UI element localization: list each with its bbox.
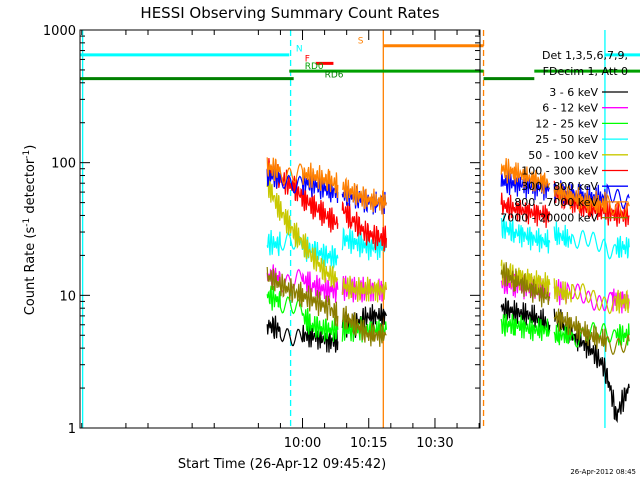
y-axis-label-part: detector — [23, 158, 38, 218]
y-tick-label: 100 — [51, 157, 76, 172]
y-axis-label-part: Count Rate (s — [23, 227, 38, 316]
flag-label-rd6: RD6 — [325, 70, 344, 80]
y-axis-label: Count Rate (s-1 detector-1) — [22, 145, 38, 316]
series-line-5 — [341, 275, 387, 303]
series-line-6 — [341, 200, 387, 252]
legend-label: 100 - 300 keV — [521, 165, 598, 178]
y-axis-label-sup: -1 — [22, 218, 32, 227]
legend-title: Det 1,3,5,6,7,9, — [542, 49, 628, 62]
series-line-9 — [553, 308, 630, 355]
series-line-5 — [553, 278, 630, 315]
y-tick-label: 1 — [68, 422, 76, 437]
series-line-1 — [500, 297, 551, 333]
series-line-5 — [266, 173, 339, 288]
y-tick-label: 10 — [59, 289, 76, 304]
plot-frame — [79, 29, 481, 429]
series-line-3 — [266, 285, 339, 342]
series-line-8 — [500, 158, 551, 195]
x-axis-label: Start Time (26-Apr-12 09:45:42) — [178, 457, 386, 472]
legend-label: 300 - 800 keV — [521, 180, 598, 193]
flag-label-f: F — [305, 54, 310, 64]
legend: Det 1,3,5,6,7,9, FDecim 1, Att 0 3 - 6 k… — [500, 49, 628, 225]
series-layer — [266, 157, 630, 424]
y-axis-label-sup: -1 — [22, 150, 32, 159]
y-tick-label: 1000 — [43, 24, 76, 39]
flag-label-s: S — [358, 37, 364, 47]
series-line-8 — [553, 182, 630, 220]
x-tick-label: 10:00 — [284, 436, 321, 451]
series-line-4 — [341, 226, 387, 261]
y-axis-label-part: ) — [23, 145, 38, 150]
x-tick-label: 10:15 — [350, 436, 387, 451]
chart-title: HESSI Observing Summary Count Rates — [140, 4, 439, 22]
legend-label: 800 - 7000 keV — [514, 196, 598, 209]
legend-label: 6 - 12 keV — [542, 102, 598, 115]
series-line-8 — [266, 157, 339, 199]
series-line-9 — [500, 262, 551, 308]
series-line-4 — [553, 221, 630, 260]
series-line-9 — [341, 305, 387, 347]
series-line-4 — [500, 215, 551, 254]
series-line-8 — [341, 176, 387, 215]
flag-label-n: N — [296, 44, 303, 54]
footer-timestamp: 26-Apr-2012 08:45 — [570, 468, 636, 476]
legend-label: 3 - 6 keV — [549, 86, 598, 99]
y-axis: 1 10 100 1000 — [43, 24, 480, 437]
series-line-1 — [266, 315, 339, 353]
series-line-3 — [553, 321, 630, 348]
legend-label: 25 - 50 keV — [535, 133, 598, 146]
legend-label: 7000 - 20000 keV — [500, 212, 598, 225]
series-line-6 — [500, 192, 551, 228]
legend-label: 12 - 25 keV — [535, 117, 598, 130]
flag-label-rd0: RD0 — [305, 62, 324, 72]
series-line-9 — [266, 266, 339, 327]
legend-label: 50 - 100 keV — [528, 149, 598, 162]
legend-subtitle: FDecim 1, Att 0 — [543, 65, 628, 78]
x-axis: 10:00 10:15 10:30 — [81, 30, 480, 451]
x-tick-label: 10:30 — [416, 436, 453, 451]
series-line-3 — [500, 313, 551, 342]
series-line-4 — [266, 229, 339, 269]
